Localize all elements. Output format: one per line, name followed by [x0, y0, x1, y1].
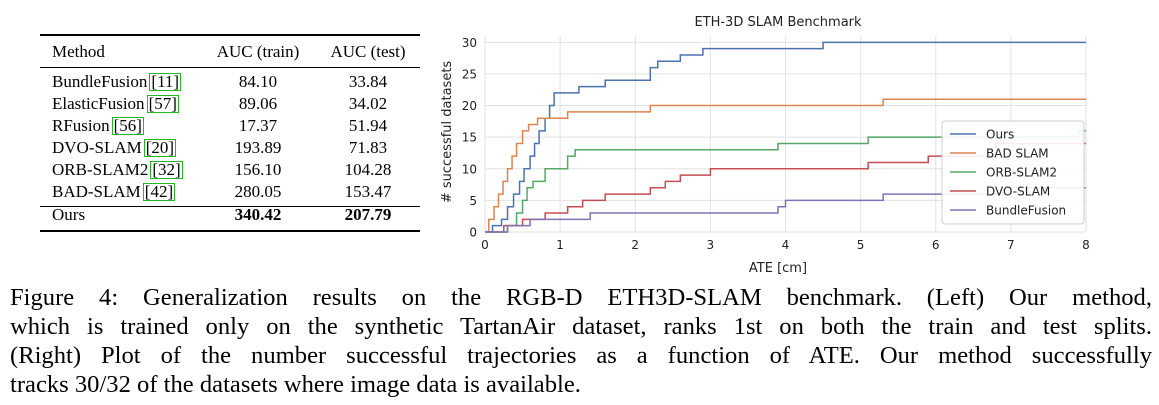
top-rule [40, 34, 420, 36]
chart-series [485, 41, 1086, 233]
table-row: DVO-SLAM [20] 193.89 71.83 [40, 137, 420, 159]
method-name: DVO-SLAM [52, 138, 142, 157]
citation-link[interactable]: [11] [149, 72, 182, 91]
y-tick-labels: 0 5 10 15 20 25 30 [462, 36, 477, 240]
ate-chart: ETH-3D SLAM Benchmark 0 5 10 15 20 25 30 0 1 2 3 4… [436, 10, 1106, 276]
auc-train-value: 89.06 [238, 94, 278, 113]
y-tick-label: 30 [462, 36, 477, 50]
legend-label: Ours [986, 128, 1014, 142]
method-name: RFusion [52, 116, 110, 135]
citation-link[interactable]: [56] [111, 116, 144, 135]
auc-test-value: 34.02 [348, 94, 388, 113]
auc-test-value-ours: 207.79 [344, 205, 392, 224]
caption-line: tracks 30/32 of the datasets where image… [10, 371, 581, 398]
legend-label: BAD SLAM [986, 147, 1049, 161]
x-tick-label: 6 [932, 238, 940, 252]
header-method: Method [52, 42, 105, 61]
y-tick-label: 15 [462, 131, 477, 145]
x-tick-label: 3 [707, 238, 715, 252]
caption-line: Figure 4: Generalization results on the … [10, 284, 1152, 311]
x-tick-label: 5 [857, 238, 865, 252]
y-tick-label: 20 [462, 99, 477, 113]
chart-title: ETH-3D SLAM Benchmark [694, 15, 862, 30]
y-tick-label: 5 [469, 194, 477, 208]
header-auc-train: AUC (train) [216, 42, 300, 61]
auc-train-value: 280.05 [234, 182, 282, 201]
y-tick-label: 0 [469, 226, 477, 240]
method-name: ORB-SLAM2 [52, 160, 149, 179]
x-tick-label: 2 [631, 238, 639, 252]
citation-link[interactable]: [42] [142, 182, 176, 201]
auc-train-value: 156.10 [234, 160, 282, 179]
bottom-rule [40, 230, 420, 232]
auc-test-value: 33.84 [348, 72, 388, 91]
x-axis-label: ATE [cm] [749, 261, 807, 276]
auc-train-value: 84.10 [238, 72, 278, 91]
x-tick-labels: 0 1 2 3 4 5 6 7 8 [481, 238, 1090, 252]
citation-link[interactable]: [57] [146, 94, 179, 113]
auc-test-value: 153.47 [344, 182, 392, 201]
caption-line: which is trained only on the synthetic T… [10, 313, 1152, 340]
header-rule [40, 67, 420, 68]
series-line-bundlefusion [485, 186, 1086, 233]
citation-link[interactable]: [20] [143, 138, 177, 157]
legend-label: BundleFusion [986, 204, 1066, 218]
series-line-orb-slam2 [485, 130, 1086, 233]
auc-train-value: 193.89 [234, 138, 282, 157]
table-header-row: Method AUC (train) AUC (test) [40, 41, 420, 63]
citation-link[interactable]: [32] [150, 160, 183, 179]
figure-caption: Figure 4: Generalization results on the … [10, 283, 1152, 399]
auc-test-value: 71.83 [348, 138, 388, 157]
table-row: RFusion [56] 17.37 51.94 [40, 115, 420, 137]
x-tick-label: 0 [481, 238, 489, 252]
x-tick-label: 8 [1082, 238, 1090, 252]
method-name: BundleFusion [52, 72, 148, 91]
auc-train-value: 17.37 [238, 116, 278, 135]
legend-box [941, 120, 1085, 225]
method-name: BAD-SLAM [52, 182, 141, 201]
chart-svg: ETH-3D SLAM Benchmark 0 5 10 15 20 25 30 0 1 2 3 4… [440, 15, 1090, 276]
x-tick-label: 4 [782, 238, 790, 252]
auc-test-value: 104.28 [344, 160, 392, 179]
x-tick-label: 1 [556, 238, 564, 252]
table-row: BAD-SLAM [42] 280.05 153.47 [40, 181, 420, 203]
legend-label: ORB-SLAM2 [986, 166, 1057, 180]
method-name: ElasticFusion [52, 94, 145, 113]
table-row-ours: Ours 340.42 207.79 [40, 204, 420, 226]
auc-test-value: 51.94 [348, 116, 388, 135]
table-row: BundleFusion [11] 84.10 33.84 [40, 71, 420, 93]
chart-legend: Ours BAD SLAM ORB-SLAM2 DVO-SLAM BundleFusio… [941, 120, 1085, 225]
x-tick-label: 7 [1007, 238, 1015, 252]
y-tick-label: 10 [462, 162, 477, 176]
y-axis-label: # successful datasets [440, 61, 455, 204]
legend-label: DVO-SLAM [986, 185, 1050, 199]
ours-rule [40, 206, 420, 207]
table-row: ORB-SLAM2 [32] 156.10 104.28 [40, 159, 420, 181]
auc-train-value-ours: 340.42 [234, 205, 282, 224]
method-name-ours: Ours [52, 205, 86, 224]
y-tick-label: 25 [462, 67, 477, 81]
table-row: ElasticFusion [57] 89.06 34.02 [40, 93, 420, 115]
series-line-bad-slam [485, 98, 1086, 233]
caption-line: (Right) Plot of the number successful tr… [10, 342, 1152, 369]
header-auc-test: AUC (test) [330, 42, 406, 61]
